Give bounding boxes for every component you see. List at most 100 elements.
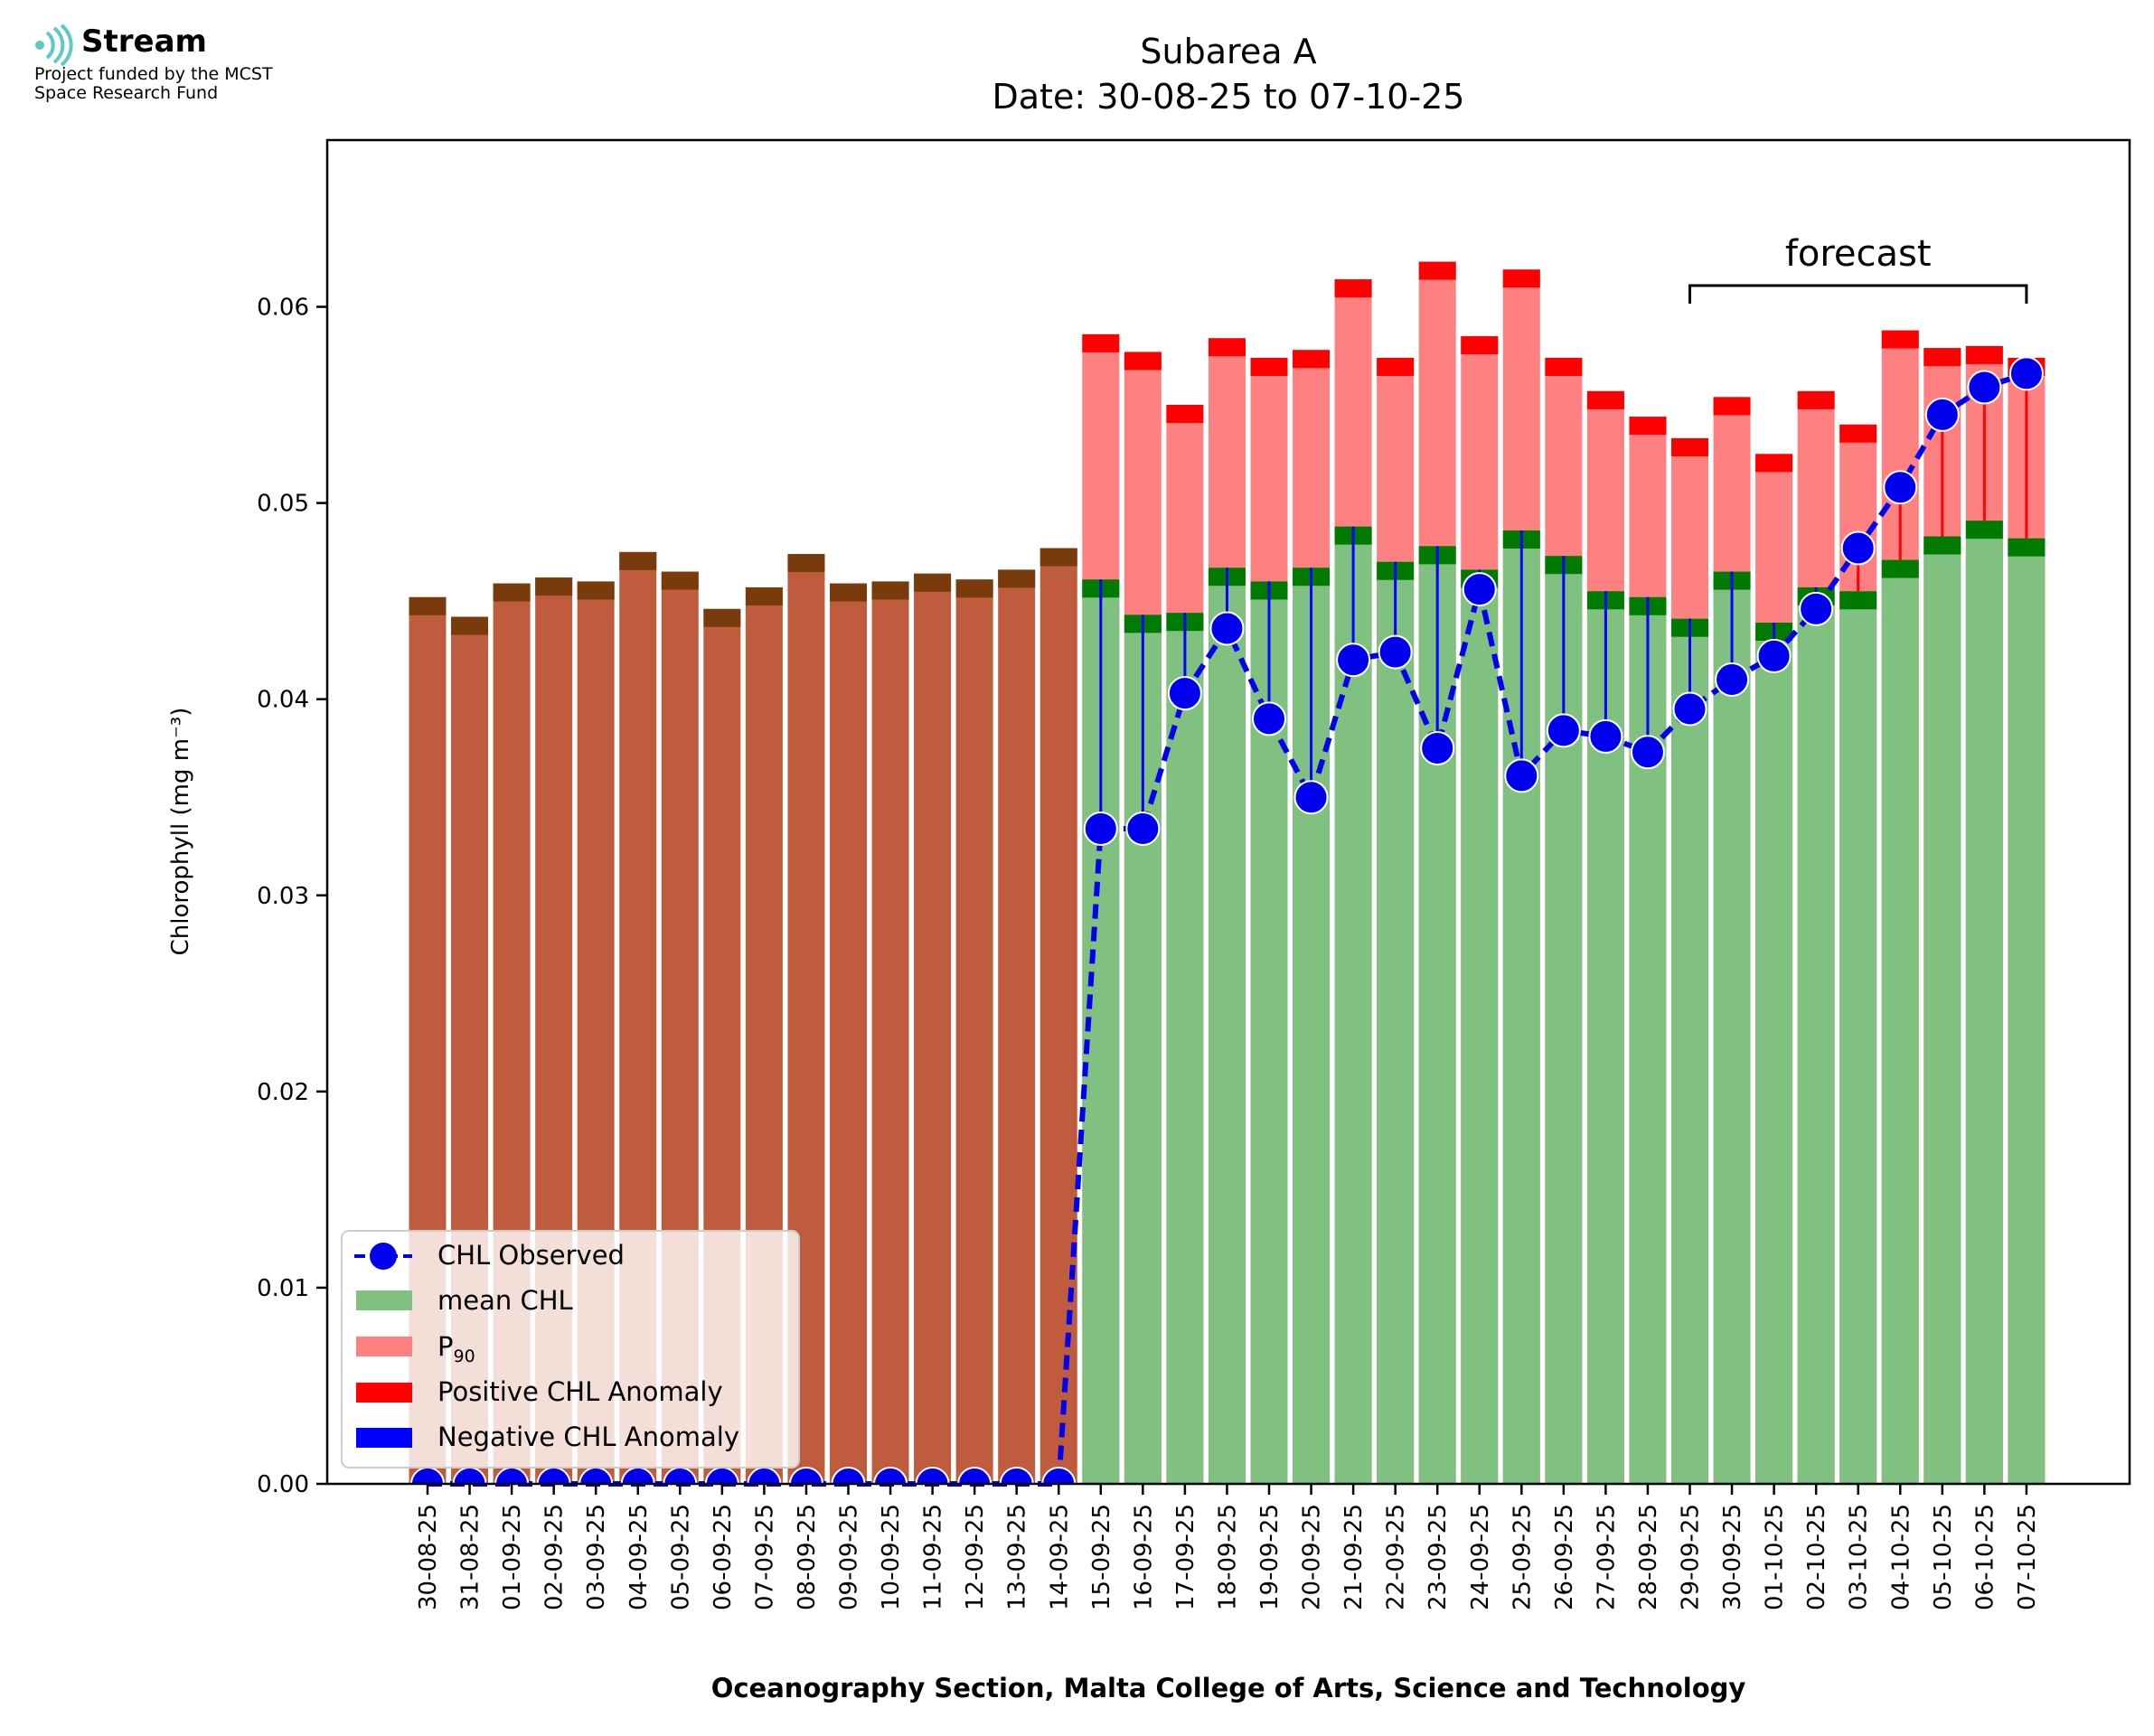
p90-bar-cap xyxy=(1713,397,1751,416)
mean-bar xyxy=(1208,568,1246,1484)
observed-point xyxy=(831,1467,866,1484)
historical-bar xyxy=(955,579,993,1484)
mean-bar-cap xyxy=(1924,536,1961,555)
x-tick-label: 24-09-25 xyxy=(1467,1504,1494,1610)
funding-note: Project funded by the MCST Space Researc… xyxy=(34,65,273,103)
legend-p90-letter: P xyxy=(437,1331,454,1362)
y-axis: 0.00 0.01 0.02 0.03 0.04 0.05 0.06 xyxy=(257,295,327,1498)
observed-point xyxy=(1041,1467,1077,1484)
historical-bar-cap xyxy=(409,596,447,615)
observed-point xyxy=(999,1467,1034,1484)
p90-bar-cap xyxy=(1671,437,1708,456)
bar-layer xyxy=(409,261,2046,1485)
forecast-label: forecast xyxy=(1785,233,1932,275)
p90-bar-cap xyxy=(1124,352,1162,371)
x-tick-label: 30-08-25 xyxy=(415,1504,442,1610)
x-tick-label: 07-09-25 xyxy=(751,1504,778,1610)
x-tick-label: 31-08-25 xyxy=(457,1504,484,1610)
observed-point xyxy=(788,1467,823,1484)
legend-observed-label: CHL Observed xyxy=(437,1240,625,1271)
x-tick-label: 30-09-25 xyxy=(1719,1504,1746,1610)
historical-bar-cap xyxy=(1039,548,1077,567)
historical-bar-cap xyxy=(745,586,783,605)
x-tick-label: 14-09-25 xyxy=(1046,1504,1073,1610)
p90-bar-cap xyxy=(1797,390,1835,409)
legend-positive-label: Positive CHL Anomaly xyxy=(437,1376,723,1407)
mean-bar xyxy=(1965,521,2003,1484)
funding-line-2: Space Research Fund xyxy=(34,83,219,103)
x-tick-label: 15-09-25 xyxy=(1088,1504,1115,1610)
p90-bar-cap xyxy=(1166,405,1204,424)
historical-bar xyxy=(998,569,1036,1484)
x-tick-label: 04-10-25 xyxy=(1887,1504,1914,1610)
x-tick-label: 07-10-25 xyxy=(2014,1504,2041,1610)
p90-bar-cap xyxy=(1250,357,1288,376)
legend-mean-label: mean CHL xyxy=(437,1285,573,1316)
p90-bar-cap xyxy=(1924,348,1961,367)
x-tick-label: 23-09-25 xyxy=(1425,1504,1452,1610)
x-tick-label: 12-09-25 xyxy=(962,1504,989,1610)
x-tick-label: 02-10-25 xyxy=(1803,1504,1830,1610)
mean-bar xyxy=(1461,569,1499,1484)
historical-bar-cap xyxy=(998,569,1036,588)
mean-bar xyxy=(1755,623,1793,1484)
historical-bar xyxy=(830,583,867,1484)
y-tick-label: 0.03 xyxy=(257,883,309,910)
x-tick-label: 29-09-25 xyxy=(1678,1504,1705,1610)
y-tick-label: 0.06 xyxy=(257,295,309,322)
x-tick-label: 13-09-25 xyxy=(1004,1504,1031,1610)
x-tick-label: 06-09-25 xyxy=(710,1504,737,1610)
legend: CHL Observed mean CHL P90 Positive CHL A… xyxy=(341,1230,800,1469)
historical-bar-cap xyxy=(535,577,573,596)
observed-point xyxy=(1378,634,1413,670)
x-tick-label: 27-09-25 xyxy=(1593,1504,1620,1610)
historical-bar-cap xyxy=(661,571,699,590)
y-tick-label: 0.00 xyxy=(257,1471,309,1498)
x-tick-label: 09-09-25 xyxy=(836,1504,863,1610)
chart-subtitle: Date: 30-08-25 to 07-10-25 xyxy=(992,77,1465,117)
x-tick-label: 11-09-25 xyxy=(920,1504,947,1610)
mean-bar-cap xyxy=(1839,591,1877,610)
y-tick-label: 0.04 xyxy=(257,687,309,714)
observed-point xyxy=(957,1467,992,1484)
observed-point xyxy=(1715,662,1750,697)
mean-bar xyxy=(1797,586,1835,1484)
observed-point xyxy=(2008,356,2044,391)
x-tick-label: 17-09-25 xyxy=(1172,1504,1199,1610)
x-tick-label: 02-09-25 xyxy=(541,1504,569,1610)
mean-bar xyxy=(1881,559,1919,1484)
observed-point xyxy=(1883,470,1918,505)
x-tick-label: 01-10-25 xyxy=(1762,1504,1789,1610)
mean-bar-cap xyxy=(1881,559,1919,578)
observed-point xyxy=(1293,780,1329,815)
stream-waves-icon xyxy=(35,23,73,67)
mean-bar xyxy=(1334,526,1372,1484)
observed-line-layer xyxy=(410,356,2044,1487)
x-tick-label: 10-09-25 xyxy=(878,1504,905,1610)
historical-bar-cap xyxy=(577,581,615,600)
observed-point xyxy=(1924,397,1960,432)
mean-bar-cap xyxy=(1965,521,2003,540)
observed-point xyxy=(1209,611,1245,646)
p90-bar-cap xyxy=(1881,330,1919,349)
y-tick-label: 0.02 xyxy=(257,1079,309,1106)
p90-bar-cap xyxy=(1502,269,1540,288)
p90-bar-cap xyxy=(1293,350,1331,369)
x-tick-label: 20-09-25 xyxy=(1299,1504,1326,1610)
x-tick-label: 19-09-25 xyxy=(1256,1504,1284,1610)
observed-point xyxy=(1588,718,1623,754)
funding-line-1: Project funded by the MCST xyxy=(34,64,273,84)
x-tick-label: 04-09-25 xyxy=(626,1504,653,1610)
p90-bar-cap xyxy=(1586,390,1624,409)
legend-box xyxy=(341,1230,800,1469)
observed-point xyxy=(1125,811,1161,846)
mean-bar xyxy=(1671,618,1708,1484)
mean-bar xyxy=(1839,591,1877,1484)
x-axis-label: Oceanography Section, Malta College of A… xyxy=(711,1673,1746,1703)
observed-point xyxy=(1336,643,1371,678)
observed-point xyxy=(1167,676,1202,711)
historical-bar-cap xyxy=(619,551,657,570)
plot-frame xyxy=(325,138,2131,1486)
observed-point xyxy=(915,1467,950,1484)
